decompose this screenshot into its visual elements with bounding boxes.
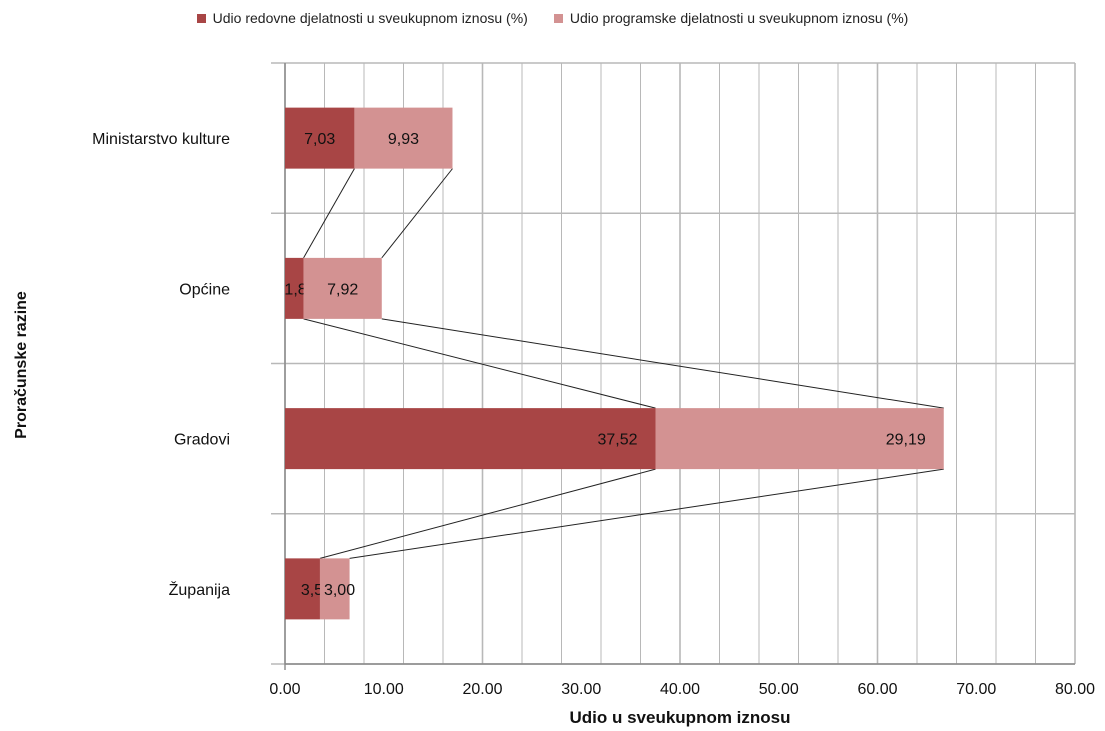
y-category-label: Županija <box>169 580 230 599</box>
x-tick-label: 80.00 <box>1055 681 1095 698</box>
series-line <box>349 468 944 559</box>
legend-label-redovne: Udio redovne djelatnosti u sveukupnom iz… <box>212 10 528 26</box>
legend: Udio redovne djelatnosti u sveukupnom iz… <box>0 10 1105 26</box>
data-label: 9,93 <box>388 131 419 148</box>
x-tick-label: 20.00 <box>462 681 502 698</box>
legend-label-programske: Udio programske djelatnosti u sveukupnom… <box>569 10 909 26</box>
series-line <box>319 468 656 559</box>
series-line <box>303 168 355 259</box>
bar-segment <box>285 558 320 620</box>
series-line <box>381 318 944 409</box>
bar-segment <box>303 257 382 319</box>
legend-item-redovne: Udio redovne djelatnosti u sveukupnom iz… <box>196 10 528 26</box>
bar-segment <box>655 408 944 470</box>
legend-item-programske: Udio programske djelatnosti u sveukupnom… <box>553 10 909 26</box>
bar-segment <box>354 107 453 169</box>
x-axis-title: Udio u sveukupnom iznosu <box>569 708 791 727</box>
legend-swatch-redovne <box>196 13 206 23</box>
bar-segment <box>285 257 304 319</box>
y-axis-title: Proračunske razine <box>13 291 30 439</box>
data-label: 7,03 <box>304 131 335 148</box>
legend-swatch-programske <box>553 13 563 23</box>
data-label: 3,00 <box>324 582 355 599</box>
series-line <box>381 168 453 259</box>
bar-segment <box>285 107 355 169</box>
bar-segment <box>319 558 350 620</box>
x-tick-label: 0.00 <box>269 681 300 698</box>
x-tick-label: 40.00 <box>660 681 700 698</box>
x-tick-label: 60.00 <box>857 681 897 698</box>
x-tick-label: 70.00 <box>956 681 996 698</box>
y-category-label: Gradovi <box>174 432 230 449</box>
data-label: 29,19 <box>886 432 926 449</box>
y-category-label: Ministarstvo kulture <box>92 131 230 148</box>
bar-segment <box>285 408 656 470</box>
x-tick-label: 30.00 <box>561 681 601 698</box>
x-tick-label: 10.00 <box>364 681 404 698</box>
data-label: 7,92 <box>327 281 358 298</box>
y-category-label: Općine <box>179 281 230 298</box>
data-label: 37,52 <box>597 432 637 449</box>
x-tick-label: 50.00 <box>759 681 799 698</box>
series-line <box>303 318 656 409</box>
